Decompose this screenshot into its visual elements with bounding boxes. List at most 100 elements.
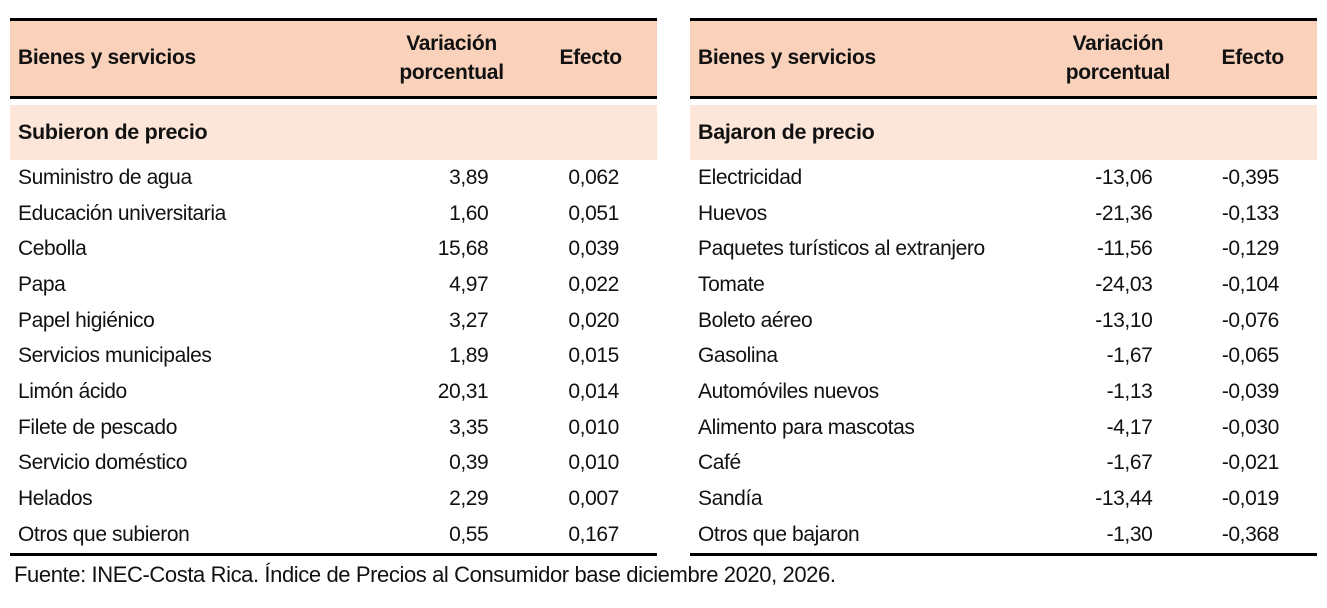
cell-effect: 0,039 bbox=[568, 237, 619, 261]
price-table-increases: Bienes y servicios Variación porcentual … bbox=[10, 18, 657, 556]
cell-effect: 0,015 bbox=[568, 344, 619, 368]
table-row: Servicio doméstico 0,39 0,010 bbox=[10, 446, 657, 482]
cell-effect: -0,133 bbox=[1221, 201, 1280, 225]
cell-variation: -1,30 bbox=[1106, 522, 1153, 546]
cell-goods: Otros que subieron bbox=[18, 522, 190, 546]
cell-variation: -11,56 bbox=[1096, 237, 1153, 261]
cell-variation: 20,31 bbox=[437, 379, 489, 403]
table-row: Gasolina -1,67 -0,065 bbox=[690, 338, 1317, 374]
cell-variation: 0,55 bbox=[449, 522, 489, 546]
table-row: Papa 4,97 0,022 bbox=[10, 267, 657, 303]
cell-effect: 0,051 bbox=[568, 201, 619, 225]
cell-goods: Suministro de agua bbox=[18, 165, 192, 189]
table-row: Huevos -21,36 -0,133 bbox=[690, 196, 1317, 232]
cell-goods: Gasolina bbox=[698, 344, 778, 368]
cell-effect: -0,076 bbox=[1221, 308, 1280, 332]
cell-effect: -0,021 bbox=[1221, 451, 1280, 475]
cell-effect: 0,010 bbox=[568, 415, 619, 439]
section-header-label: Bajaron de precio bbox=[698, 120, 875, 144]
cell-effect: 0,007 bbox=[568, 487, 619, 511]
cell-goods: Electricidad bbox=[698, 165, 802, 189]
cell-variation: -13,06 bbox=[1095, 165, 1153, 189]
table-body-increases: Suministro de agua 3,89 0,062 Educación uni… bbox=[10, 160, 657, 556]
table-row: Limón ácido 20,31 0,014 bbox=[10, 374, 657, 410]
table-row: Papel higiénico 3,27 0,020 bbox=[10, 303, 657, 339]
table-row: Automóviles nuevos -1,13 -0,039 bbox=[690, 374, 1317, 410]
cell-goods: Servicio doméstico bbox=[18, 451, 188, 475]
cell-goods: Otros que bajaron bbox=[698, 522, 860, 546]
cell-goods: Limón ácido bbox=[18, 379, 127, 403]
column-header-effect: Efecto bbox=[559, 46, 622, 70]
cell-goods: Huevos bbox=[698, 201, 767, 225]
cell-variation: 2,29 bbox=[449, 487, 489, 511]
cell-effect: -0,065 bbox=[1221, 344, 1280, 368]
table-row: Educación universitaria 1,60 0,051 bbox=[10, 196, 657, 232]
cell-variation: -13,10 bbox=[1095, 308, 1153, 332]
table-row: Helados 2,29 0,007 bbox=[10, 481, 657, 517]
cell-goods: Educación universitaria bbox=[18, 201, 226, 225]
table-row: Sandía -13,44 -0,019 bbox=[690, 481, 1317, 517]
cell-variation: 15,68 bbox=[437, 237, 489, 261]
column-header-effect: Efecto bbox=[1221, 46, 1285, 70]
section-header-increases: Subieron de precio bbox=[10, 105, 657, 160]
cell-goods: Tomate bbox=[698, 272, 765, 296]
cell-variation: 1,89 bbox=[449, 344, 489, 368]
cell-variation: -21,36 bbox=[1095, 201, 1153, 225]
cell-goods: Cebolla bbox=[18, 237, 87, 261]
cell-variation: 3,35 bbox=[449, 415, 489, 439]
cell-goods: Alimento para mascotas bbox=[698, 415, 915, 439]
cell-goods: Automóviles nuevos bbox=[698, 379, 879, 403]
table-row: Otros que subieron 0,55 0,167 bbox=[10, 517, 657, 553]
column-header-variation: Variación porcentual bbox=[1065, 32, 1171, 84]
cell-variation: -13,44 bbox=[1095, 487, 1153, 511]
cell-effect: -0,395 bbox=[1221, 165, 1280, 189]
table-header-decreases: Bienes y servicios Variación porcentual … bbox=[690, 18, 1317, 99]
cell-effect: -0,030 bbox=[1221, 415, 1280, 439]
table-row: Tomate -24,03 -0,104 bbox=[690, 267, 1317, 303]
cell-effect: 0,020 bbox=[568, 308, 619, 332]
table-body-decreases: Electricidad -13,06 -0,395 Huevos -21,36 -0,1… bbox=[690, 160, 1317, 556]
cell-goods: Servicios municipales bbox=[18, 344, 212, 368]
table-row: Alimento para mascotas -4,17 -0,030 bbox=[690, 410, 1317, 446]
table-row: Electricidad -13,06 -0,395 bbox=[690, 160, 1317, 196]
cell-variation: 1,60 bbox=[449, 201, 489, 225]
cell-variation: -1,67 bbox=[1106, 451, 1153, 475]
section-header-label: Subieron de precio bbox=[18, 120, 208, 144]
cell-goods: Boleto aéreo bbox=[698, 308, 813, 332]
column-header-goods: Bienes y servicios bbox=[698, 46, 876, 70]
table-row: Servicios municipales 1,89 0,015 bbox=[10, 338, 657, 374]
table-row: Cebolla 15,68 0,039 bbox=[10, 231, 657, 267]
cell-variation: 3,27 bbox=[449, 308, 489, 332]
cell-variation: 0,39 bbox=[449, 451, 489, 475]
cell-effect: -0,039 bbox=[1221, 379, 1280, 403]
cell-effect: 0,167 bbox=[568, 522, 619, 546]
cell-goods: Paquetes turísticos al extranjero bbox=[698, 237, 985, 261]
cell-variation: -1,13 bbox=[1106, 379, 1153, 403]
source-note: Fuente: INEC-Costa Rica. Índice de Preci… bbox=[14, 562, 836, 587]
tables-container: Bienes y servicios Variación porcentual … bbox=[10, 18, 1317, 556]
price-table-decreases: Bienes y servicios Variación porcentual … bbox=[690, 18, 1317, 556]
section-header-decreases: Bajaron de precio bbox=[690, 105, 1317, 160]
cell-variation: 4,97 bbox=[449, 272, 489, 296]
cell-effect: -0,104 bbox=[1221, 272, 1280, 296]
table-row: Paquetes turísticos al extranjero -11,56 -… bbox=[690, 231, 1317, 267]
table-row: Boleto aéreo -13,10 -0,076 bbox=[690, 303, 1317, 339]
cell-variation: -4,17 bbox=[1106, 415, 1153, 439]
column-header-variation: Variación porcentual bbox=[399, 32, 504, 84]
cell-goods: Helados bbox=[18, 487, 93, 511]
cell-goods: Sandía bbox=[698, 487, 763, 511]
table-row: Filete de pescado 3,35 0,010 bbox=[10, 410, 657, 446]
table-row: Suministro de agua 3,89 0,062 bbox=[10, 160, 657, 196]
cell-effect: 0,022 bbox=[568, 272, 619, 296]
cell-effect: -0,019 bbox=[1221, 487, 1280, 511]
cell-effect: 0,062 bbox=[568, 165, 619, 189]
cell-goods: Café bbox=[698, 451, 741, 475]
cell-variation: -1,67 bbox=[1106, 344, 1153, 368]
cell-goods: Papel higiénico bbox=[18, 308, 155, 332]
column-header-goods: Bienes y servicios bbox=[18, 46, 196, 70]
cell-effect: 0,010 bbox=[568, 451, 619, 475]
table-row: Otros que bajaron -1,30 -0,368 bbox=[690, 517, 1317, 553]
cell-effect: 0,014 bbox=[568, 379, 619, 403]
table-row: Café -1,67 -0,021 bbox=[690, 446, 1317, 482]
